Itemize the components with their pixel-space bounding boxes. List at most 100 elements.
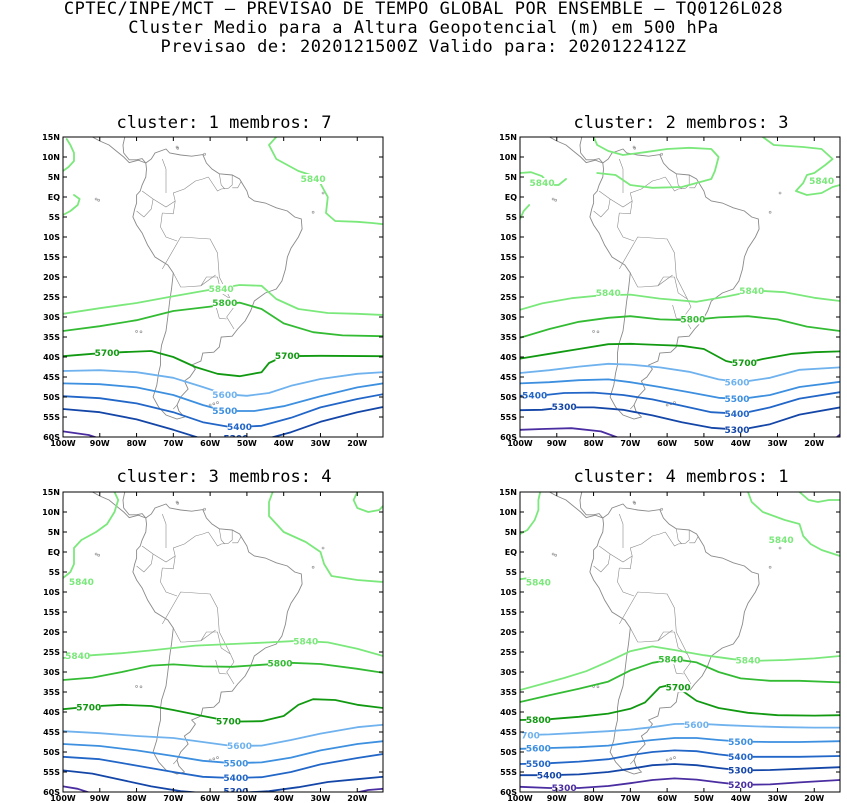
contour-5700 (520, 342, 840, 366)
lon-tick-label: 20W (804, 794, 824, 803)
country-border (208, 530, 233, 547)
island (551, 552, 555, 556)
country-border (136, 553, 154, 573)
country-border (619, 513, 624, 548)
country-border (173, 272, 216, 288)
contour-5200 (63, 785, 91, 792)
island (778, 191, 782, 195)
lon-tick-label: 100W (50, 439, 76, 448)
country-border (657, 631, 675, 641)
island (212, 402, 216, 406)
lat-tick-label: 15S (43, 253, 60, 262)
lat-tick-label: 15N (42, 488, 60, 497)
lat-tick-label: 5S (49, 213, 61, 222)
island (778, 546, 782, 550)
contour-label-bg (65, 651, 90, 661)
lat-tick-label: EQ (48, 548, 60, 557)
lat-tick-label: 20S (43, 628, 60, 637)
contour-label-bg (666, 682, 691, 693)
lat-tick-label: 5N (48, 528, 60, 537)
lat-tick-label: 15S (500, 253, 517, 262)
lat-tick-label: 40S (500, 708, 517, 717)
header-dates: Previsao de: 2020121500Z Valido para: 20… (160, 37, 687, 57)
contour-5800 (63, 661, 383, 681)
lat-tick-label: 30S (43, 313, 60, 322)
panel-1-title: cluster: 1 membros: 7 (116, 113, 332, 133)
lat-tick-label: 35S (500, 333, 517, 342)
contour-label-bg (212, 406, 237, 416)
contour-label-bg (520, 730, 540, 741)
contour-label-bg (76, 702, 101, 713)
lon-tick-label: 100W (50, 794, 76, 803)
island (660, 507, 663, 511)
lon-tick-label: 20W (347, 439, 367, 448)
island (212, 757, 216, 761)
country-border (215, 659, 227, 675)
lat-tick-label: EQ (48, 193, 60, 202)
country-border (674, 276, 688, 300)
contour-label: 5800 (526, 716, 551, 726)
island (665, 403, 669, 407)
lon-tick-label: 50W (237, 794, 257, 803)
contour-5800 (520, 315, 840, 339)
contour-label: 5800 (267, 659, 292, 669)
contour-label: 5300 (552, 784, 577, 794)
contour-label: 5300 (223, 787, 248, 797)
contour-5600 (520, 362, 840, 384)
contour-5600 (63, 723, 383, 747)
country-border (619, 591, 692, 685)
contour-5840 (63, 194, 81, 216)
contour-label-bg (552, 782, 577, 792)
contour-label-bg (95, 348, 120, 358)
lon-tick-label: 50W (694, 794, 714, 803)
island (321, 191, 325, 195)
panel-3-map: 5840 5840 5840 5800 5700 5700 5600 5500 5400 5300… (42, 488, 384, 803)
lat-tick-label: 30S (500, 313, 517, 322)
contour-5840 (520, 289, 840, 311)
contour-label: 5840 (809, 177, 834, 187)
header-title: CPTEC/INPE/MCT — PREVISAO DE TEMPO GLOBA… (63, 0, 784, 19)
country-border (208, 175, 233, 192)
island (311, 210, 315, 214)
contour-label: 5840 (209, 285, 234, 295)
lon-tick-label: 30W (310, 439, 330, 448)
coastline (92, 137, 146, 164)
contour-5500 (520, 378, 840, 400)
contour-label-bg (275, 350, 300, 361)
lat-tick-label: 25S (500, 293, 517, 302)
contour-5400 (520, 391, 840, 415)
island (596, 330, 600, 334)
contour-label: 5300 (552, 403, 577, 413)
lon-tick-label: 20W (804, 439, 824, 448)
contour-label-bg (223, 758, 248, 769)
lat-tick-label: 60S (500, 788, 517, 797)
island (203, 152, 206, 156)
country-border (630, 404, 637, 412)
contour-label-bg (552, 402, 577, 412)
contour-label-bg (526, 577, 551, 588)
island (135, 685, 138, 688)
contour-5300 (63, 406, 383, 437)
contour-5840 (798, 492, 840, 503)
lat-tick-label: 60S (43, 433, 60, 442)
country-border (619, 158, 624, 193)
contour-5300 (520, 763, 840, 777)
contour-5800 (63, 301, 383, 338)
contour-5200 (520, 777, 840, 789)
lat-tick-label: 10N (42, 508, 60, 517)
lat-tick-label: 15S (43, 608, 60, 617)
contour-label-bg (69, 577, 94, 587)
lat-tick-label: 5S (506, 568, 518, 577)
lat-tick-label: 50S (43, 748, 60, 757)
lat-tick-label: 10S (500, 588, 517, 597)
contour-label-bg (537, 770, 562, 781)
contour-label-bg (684, 719, 709, 730)
lat-tick-label: 20S (500, 273, 517, 282)
country-border (162, 176, 209, 215)
map-frame (519, 136, 841, 438)
lat-tick-label: 55S (43, 768, 60, 777)
country-border (173, 627, 216, 643)
contour-label: 5840 (596, 289, 621, 299)
coastline (579, 137, 604, 164)
country-border (173, 759, 180, 767)
